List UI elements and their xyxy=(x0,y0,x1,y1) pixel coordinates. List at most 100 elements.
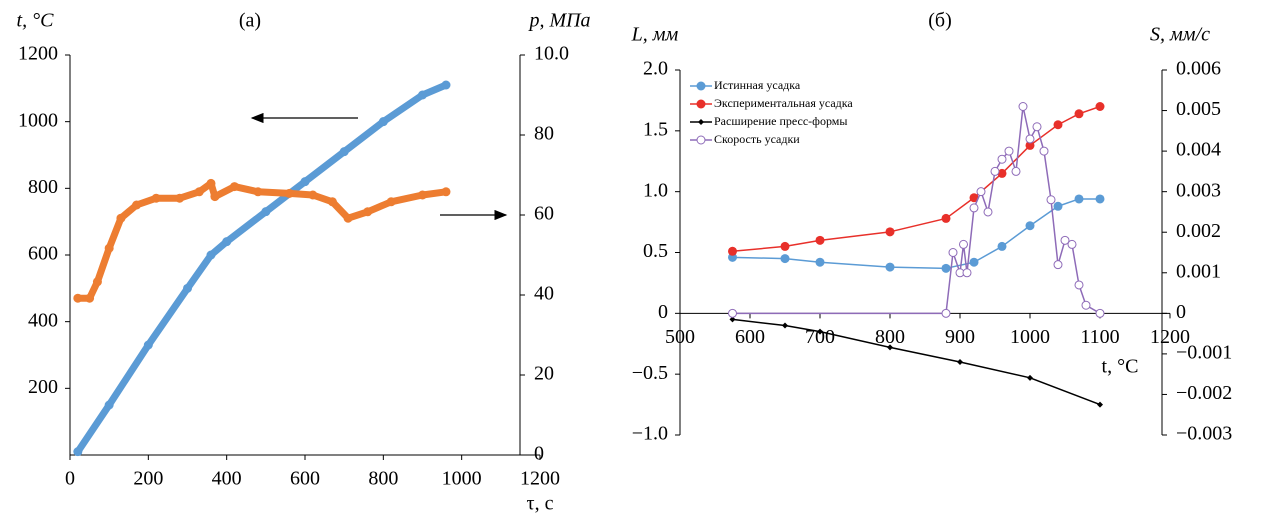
marker xyxy=(183,283,192,293)
marker xyxy=(116,213,126,223)
x-tick-label: 600 xyxy=(735,326,765,348)
marker xyxy=(1053,120,1063,130)
y2-tick-label: 80 xyxy=(534,123,554,145)
y2-axis-title: S, мм/с xyxy=(1150,24,1210,46)
x-tick-label: 800 xyxy=(368,468,398,490)
x-tick-label: 200 xyxy=(133,468,163,490)
y2-tick-label: −0.003 xyxy=(1176,423,1232,445)
marker xyxy=(885,262,895,272)
x-tick-label: 900 xyxy=(945,326,975,348)
y2-tick-label: 10.0 xyxy=(534,43,569,65)
marker xyxy=(1025,140,1035,150)
marker xyxy=(175,193,185,203)
y-tick-label: 1.5 xyxy=(643,118,668,140)
y2-tick-label: 0.005 xyxy=(1176,98,1221,120)
y2-axis-title: p, МПа xyxy=(527,10,590,32)
y-tick-label: 800 xyxy=(28,176,58,198)
marker xyxy=(253,187,263,197)
x-tick-label: 0 xyxy=(65,468,75,490)
y-tick-label: 400 xyxy=(28,309,58,331)
marker xyxy=(1025,134,1035,144)
marker xyxy=(206,178,216,188)
y-tick-label: 2.0 xyxy=(643,58,668,80)
series xyxy=(728,194,1105,273)
series-line xyxy=(74,81,450,456)
legend-label: Истинная усадка xyxy=(714,78,801,92)
marker xyxy=(729,316,736,323)
y2-tick-label: 0.006 xyxy=(1176,58,1221,80)
y2-tick-label: 0 xyxy=(534,443,544,465)
series xyxy=(728,102,1105,256)
marker xyxy=(441,80,451,90)
series xyxy=(73,178,451,303)
marker xyxy=(132,200,142,210)
x-tick-label: 500 xyxy=(665,326,695,348)
y-tick-label: 1200 xyxy=(18,43,58,65)
marker xyxy=(1039,146,1049,156)
y2-tick-label: 0 xyxy=(1176,301,1186,323)
marker xyxy=(284,188,294,198)
marker xyxy=(698,119,704,125)
marker xyxy=(143,340,153,350)
x-tick-label: 1100 xyxy=(1080,326,1119,348)
marker xyxy=(1074,109,1084,119)
marker xyxy=(1095,102,1105,111)
chart-title: (a) xyxy=(239,10,261,32)
marker xyxy=(885,227,895,237)
marker xyxy=(1074,194,1084,204)
y2-tick-label: 60 xyxy=(534,203,554,225)
marker xyxy=(363,207,373,217)
marker xyxy=(378,117,388,127)
series xyxy=(728,102,1105,318)
marker xyxy=(957,359,963,365)
marker xyxy=(1032,122,1042,132)
marker xyxy=(780,241,790,251)
marker xyxy=(1053,201,1063,211)
marker xyxy=(976,187,986,197)
y-axis-title: t, °C xyxy=(17,10,55,32)
series-line xyxy=(731,105,1101,253)
legend-label: Экспериментальная усадка xyxy=(714,96,853,110)
marker xyxy=(887,344,893,351)
x-tick-label: 400 xyxy=(212,468,242,490)
marker xyxy=(959,239,968,249)
marker xyxy=(969,257,979,267)
marker xyxy=(261,207,271,217)
marker xyxy=(962,268,972,278)
marker xyxy=(1095,194,1105,204)
marker xyxy=(969,193,979,203)
marker xyxy=(941,263,951,273)
marker xyxy=(300,177,310,187)
y-tick-label: 0.5 xyxy=(643,240,668,262)
marker xyxy=(1067,239,1077,249)
marker xyxy=(997,154,1007,164)
marker xyxy=(194,187,204,197)
marker xyxy=(1097,401,1103,408)
marker xyxy=(997,241,1007,251)
y-tick-label: −0.5 xyxy=(632,362,668,384)
x-axis-title: t, °C xyxy=(1102,356,1139,378)
legend-label: Расширение пресс-формы xyxy=(714,114,847,128)
marker xyxy=(1018,102,1028,111)
y2-tick-label: 0.004 xyxy=(1176,139,1221,161)
marker xyxy=(1060,235,1070,245)
marker xyxy=(728,308,737,318)
marker xyxy=(969,203,979,213)
marker xyxy=(327,197,337,207)
x-tick-label: 1200 xyxy=(1150,326,1190,348)
series xyxy=(729,316,1103,408)
y-tick-label: 0 xyxy=(658,301,668,323)
marker xyxy=(1074,280,1084,290)
marker xyxy=(983,207,993,217)
marker xyxy=(230,182,239,192)
marker xyxy=(780,254,790,264)
x-tick-label: 1000 xyxy=(1010,326,1050,348)
y2-tick-label: 0.001 xyxy=(1176,260,1221,282)
marker xyxy=(1095,308,1105,318)
marker xyxy=(948,248,958,257)
legend-label: Скорость усадки xyxy=(714,132,800,146)
marker xyxy=(782,322,788,329)
marker xyxy=(308,190,318,200)
y-tick-label: −1.0 xyxy=(632,423,668,445)
